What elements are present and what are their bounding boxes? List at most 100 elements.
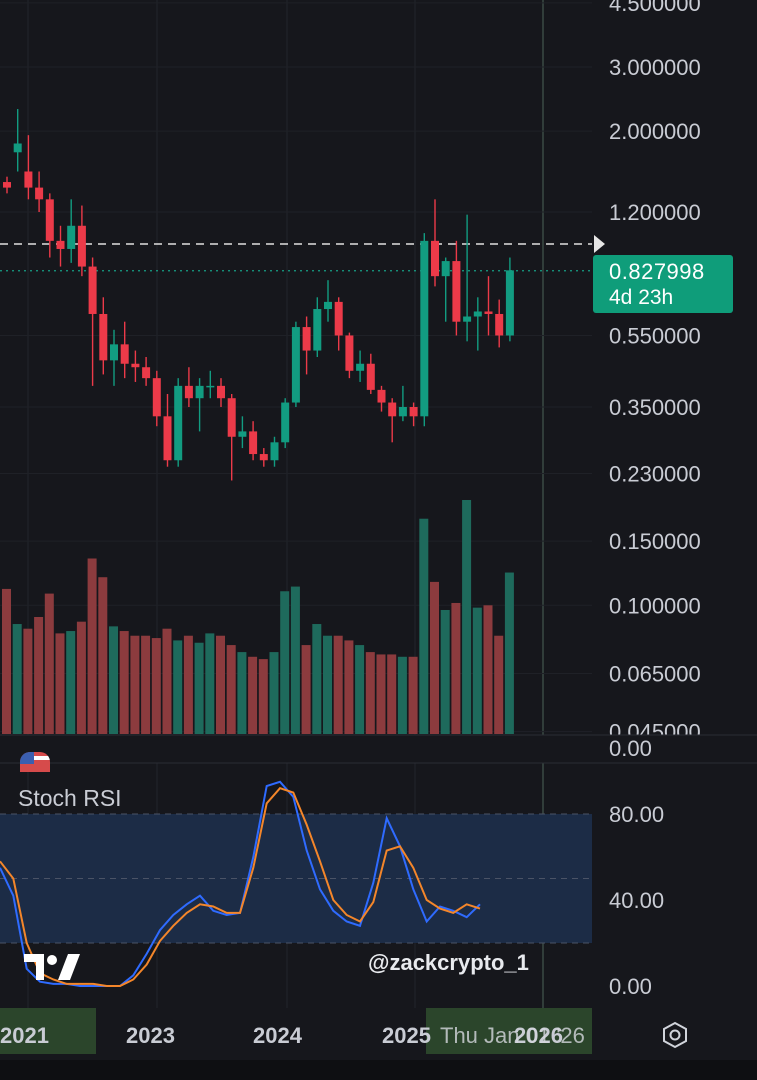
volume-bar <box>216 635 225 734</box>
price-axis-label: 0.550000 <box>609 323 701 348</box>
candle-body <box>142 367 151 379</box>
last-price-badge: 0.827998 4d 23h <box>593 255 733 313</box>
candle-body <box>13 143 22 153</box>
oscillator-axis-label: 0.00 <box>609 974 652 999</box>
candle-body <box>45 199 54 241</box>
candle-body <box>334 301 343 336</box>
volume-bar <box>205 633 215 734</box>
volume-bar <box>440 609 450 734</box>
price-axis-label: 1.200000 <box>609 200 701 225</box>
candle-body <box>238 431 247 437</box>
volume-bar <box>312 624 322 734</box>
bottom-bar <box>0 1060 757 1080</box>
candle-body <box>163 416 172 461</box>
candle-body <box>473 311 482 317</box>
hexagon-gear-icon[interactable] <box>660 1020 690 1050</box>
candle-body <box>270 442 279 461</box>
volume-bar <box>365 652 375 734</box>
volume-bar <box>109 626 118 734</box>
volume-bar <box>183 635 193 734</box>
volume-bar <box>119 631 129 734</box>
time-axis-label: 2026 <box>514 1023 563 1048</box>
candle-body <box>120 344 129 364</box>
candle-body <box>131 363 140 368</box>
volume-bar <box>301 645 311 734</box>
price-axis-label: 2.000000 <box>609 119 701 144</box>
volume-bar <box>44 593 54 734</box>
volume-bar <box>451 602 461 734</box>
time-axis-bg <box>0 1008 757 1060</box>
candle-body <box>195 385 204 399</box>
volume-bar <box>483 605 493 734</box>
candle-body <box>227 398 236 437</box>
candle-body <box>291 327 300 403</box>
volume-bar <box>76 621 86 734</box>
candle-body <box>88 266 97 314</box>
pane-separator-bg <box>0 735 757 763</box>
price-axis-label: 0.230000 <box>609 461 701 486</box>
volume-bar <box>504 572 514 734</box>
candle-body <box>99 313 108 361</box>
candle-body <box>302 327 311 351</box>
volume-bar <box>55 633 65 734</box>
watermark: @zackcrypto_1 <box>368 950 529 975</box>
volume-bar <box>258 659 268 734</box>
volume-bar <box>280 591 290 734</box>
volume-bar <box>494 635 504 734</box>
oscillator-top-label: 0.00 <box>609 736 652 761</box>
volume-bar <box>151 638 161 734</box>
volume-bar <box>408 656 418 734</box>
price-axis-label: 3.000000 <box>609 55 701 80</box>
candle-body <box>217 385 225 399</box>
volume-bar <box>2 588 11 734</box>
candle-body <box>409 407 418 417</box>
time-axis-label: 2024 <box>253 1023 303 1048</box>
indicator-title[interactable]: Stoch RSI <box>18 785 122 811</box>
candle-body <box>313 309 322 351</box>
volume-bar <box>323 635 332 734</box>
candle-body <box>35 187 44 200</box>
candle-body <box>420 240 429 417</box>
oscillator-axis-label: 40.00 <box>609 888 664 913</box>
candle-body <box>152 378 161 417</box>
price-axis-label: 0.350000 <box>609 395 701 420</box>
volume-bar <box>387 654 397 734</box>
candle-body <box>206 385 215 388</box>
volume-bar <box>162 628 172 734</box>
candle-body <box>431 240 439 277</box>
volume-bar <box>333 635 343 734</box>
tradingview-logo-icon <box>24 954 80 980</box>
last-price: 0.827998 <box>609 259 705 284</box>
candle-body <box>174 385 183 461</box>
volume-bar <box>141 635 151 734</box>
time-axis-label: 2021 <box>0 1023 49 1048</box>
candle-countdown: 4d 23h <box>609 286 674 309</box>
candle-body <box>505 270 514 336</box>
volume-bar <box>248 656 258 734</box>
volume-bar <box>66 631 76 734</box>
volume-bar <box>376 654 386 734</box>
volume-bar <box>12 624 22 734</box>
volume-bar <box>226 645 236 734</box>
alert-marker-icon <box>594 235 605 254</box>
candle-body <box>249 431 258 455</box>
volume-bar <box>462 500 472 734</box>
price-axis-label: 4.500000 <box>609 0 701 16</box>
candle-body <box>356 363 365 371</box>
candle-body <box>398 407 407 417</box>
volume-bar <box>290 586 300 734</box>
candle-body <box>495 313 504 336</box>
volume-bar <box>87 558 97 734</box>
candle-body <box>388 402 397 417</box>
candle-body <box>56 240 65 249</box>
candle-body <box>324 301 332 310</box>
candle-body <box>184 385 193 399</box>
candle-body <box>377 389 386 403</box>
volume-bar <box>23 628 33 734</box>
volume-bar <box>237 652 247 734</box>
volume-bar <box>34 617 44 734</box>
candle-body <box>281 402 290 443</box>
flag-icon <box>20 752 50 772</box>
stoch-d-line <box>0 787 481 987</box>
